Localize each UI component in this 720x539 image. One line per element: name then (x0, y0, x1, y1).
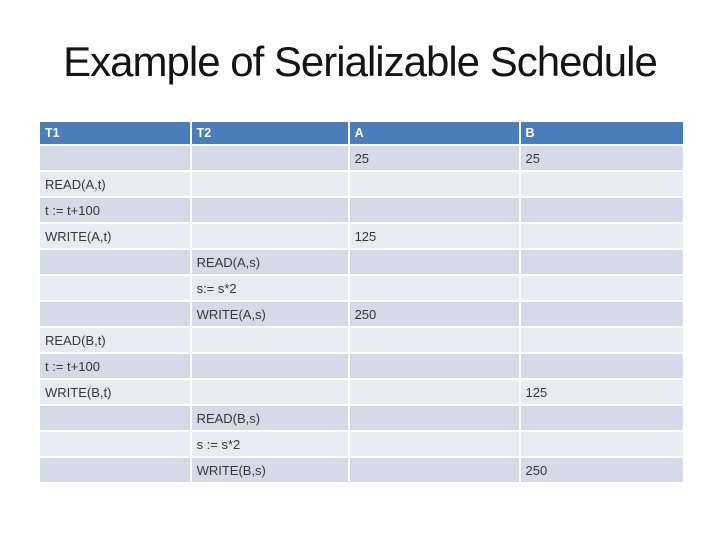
table-cell (347, 274, 521, 302)
table-cell (189, 378, 350, 406)
table-cell (347, 170, 521, 198)
table-cell (189, 222, 350, 250)
table-cell: s:= s*2 (189, 274, 350, 302)
table-cell (38, 430, 192, 458)
table-cell: WRITE(A,s) (189, 300, 350, 328)
table-cell (518, 404, 685, 432)
table-row: READ(A,t) (38, 170, 685, 198)
column-header-t1: T1 (38, 120, 192, 146)
table-cell (347, 196, 521, 224)
table-cell: 25 (518, 144, 685, 172)
table-header-row: T1 T2 A B (38, 120, 685, 146)
table-cell (518, 430, 685, 458)
column-header-t2: T2 (189, 120, 350, 146)
table-row: s:= s*2 (38, 274, 685, 302)
table-cell: WRITE(B,s) (189, 456, 350, 484)
table-cell (347, 378, 521, 406)
table-cell: READ(B,s) (189, 404, 350, 432)
table-row: t := t+100 (38, 196, 685, 224)
table-cell (189, 352, 350, 380)
slide-title: Example of Serializable Schedule (63, 38, 658, 85)
table-cell: WRITE(A,t) (38, 222, 192, 250)
table-cell (38, 274, 192, 302)
table-cell (38, 456, 192, 484)
schedule-table: T1 T2 A B 25 25 READ(A,t) t := t+100 WRI… (38, 120, 685, 484)
table-row: WRITE(A,t) 125 (38, 222, 685, 250)
table-cell: 125 (518, 378, 685, 406)
table-cell (347, 456, 521, 484)
column-header-b: B (518, 120, 685, 146)
table-row: READ(B,t) (38, 326, 685, 354)
table-cell: WRITE(B,t) (38, 378, 192, 406)
table-row: t := t+100 (38, 352, 685, 380)
table-cell (189, 326, 350, 354)
table-row: WRITE(B,t) 125 (38, 378, 685, 406)
table-cell (518, 274, 685, 302)
table-cell (189, 144, 350, 172)
table-cell: 125 (347, 222, 521, 250)
table-cell (189, 196, 350, 224)
column-header-a: A (347, 120, 521, 146)
table-cell (38, 248, 192, 276)
table-row: READ(B,s) (38, 404, 685, 432)
table-cell (518, 352, 685, 380)
table-cell: READ(A,t) (38, 170, 192, 198)
table-cell: t := t+100 (38, 196, 192, 224)
table-cell (347, 430, 521, 458)
table-cell (518, 170, 685, 198)
table-cell (38, 300, 192, 328)
table-row: WRITE(A,s) 250 (38, 300, 685, 328)
table-cell: 250 (518, 456, 685, 484)
table-cell (347, 352, 521, 380)
table-cell: 25 (347, 144, 521, 172)
table-cell: READ(A,s) (189, 248, 350, 276)
table-row: WRITE(B,s) 250 (38, 456, 685, 484)
table-row: READ(A,s) (38, 248, 685, 276)
table-cell (189, 170, 350, 198)
table-cell (518, 222, 685, 250)
table-cell (518, 326, 685, 354)
table-row: s := s*2 (38, 430, 685, 458)
table-row: 25 25 (38, 144, 685, 172)
table-cell (38, 404, 192, 432)
table-cell (38, 144, 192, 172)
table-cell (347, 404, 521, 432)
table-cell (518, 300, 685, 328)
table-cell (347, 248, 521, 276)
table-cell: READ(B,t) (38, 326, 192, 354)
table-cell (347, 326, 521, 354)
table-cell: s := s*2 (189, 430, 350, 458)
table-cell: t := t+100 (38, 352, 192, 380)
table-cell (518, 196, 685, 224)
table-cell: 250 (347, 300, 521, 328)
table-cell (518, 248, 685, 276)
